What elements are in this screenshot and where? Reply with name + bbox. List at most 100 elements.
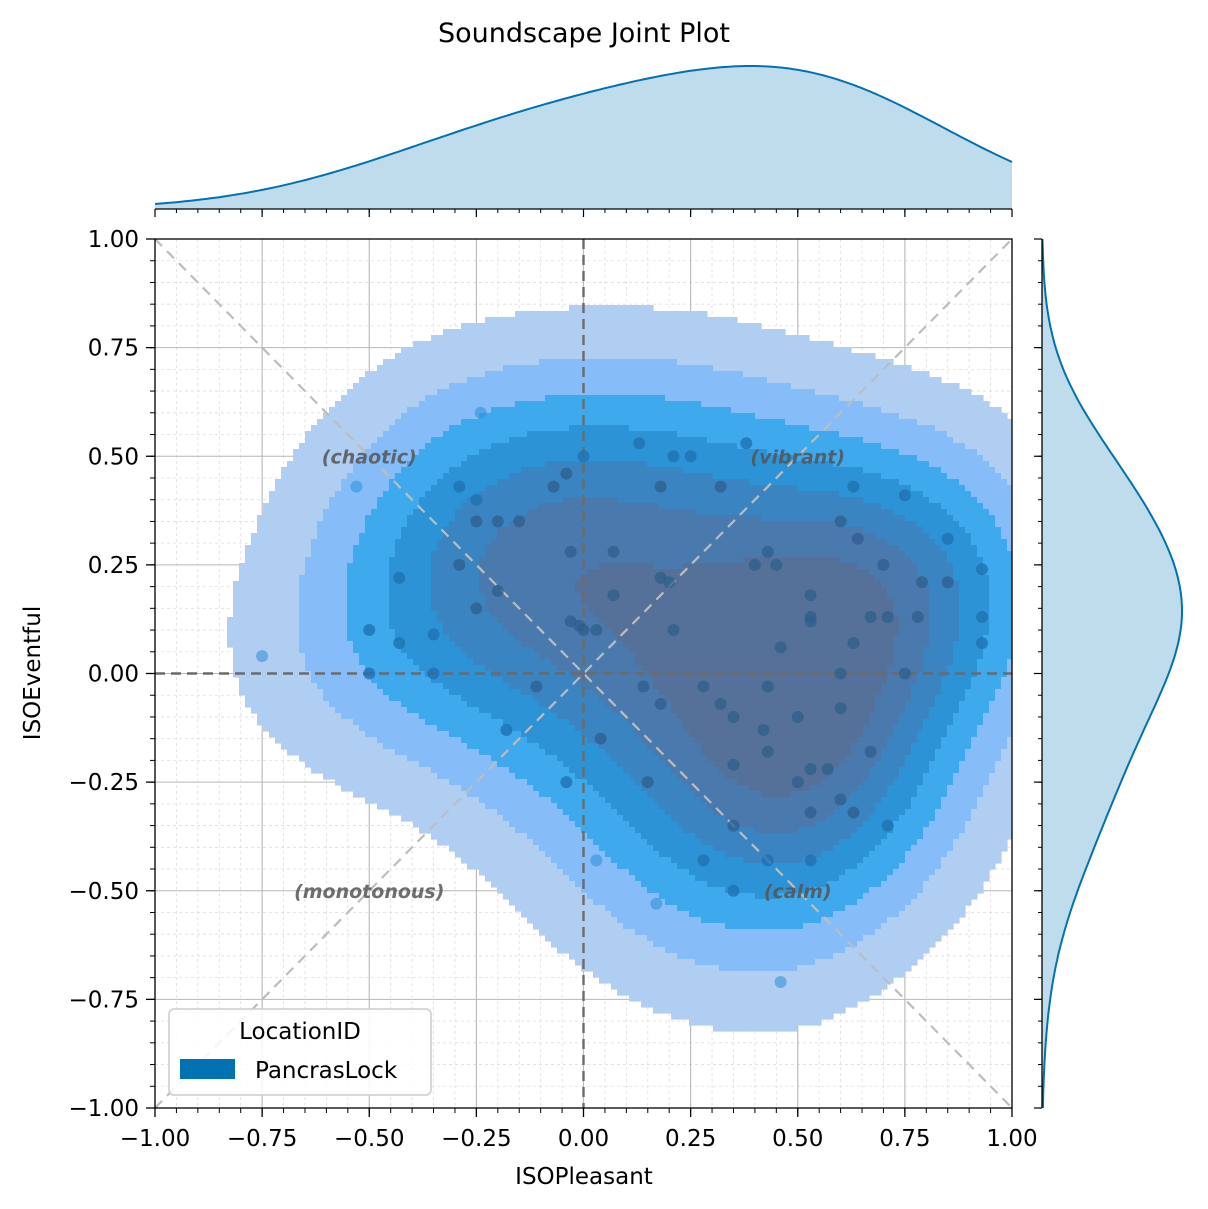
kde-level-cell (275, 713, 282, 720)
kde-level-cell (353, 743, 360, 750)
kde-level-cell (491, 815, 498, 822)
kde-level-cell (281, 617, 288, 624)
kde-level-cell (461, 449, 468, 456)
kde-level-cell (245, 563, 252, 570)
kde-level-cell (581, 587, 588, 594)
kde-level-cell (491, 779, 498, 786)
kde-level-cell (341, 443, 348, 450)
kde-level-cell (485, 611, 492, 618)
kde-level-cell (497, 533, 504, 540)
kde-level-cell (371, 635, 378, 642)
kde-level-cell (401, 377, 408, 384)
kde-level-cell (395, 617, 402, 624)
kde-level-cell (563, 677, 570, 684)
kde-level-cell (443, 533, 450, 540)
kde-level-cell (473, 701, 480, 708)
kde-level-cell (419, 557, 426, 564)
kde-level-cell (599, 677, 606, 684)
kde-level-cell (569, 353, 576, 360)
kde-level-cell (587, 575, 594, 582)
kde-level-cell (263, 551, 270, 558)
kde-level-cell (305, 593, 312, 600)
kde-level-cell (431, 425, 438, 432)
kde-level-cell (377, 797, 384, 804)
kde-level-cell (317, 707, 324, 714)
kde-level-cell (569, 917, 576, 924)
kde-level-cell (533, 395, 540, 402)
kde-level-cell (557, 527, 564, 534)
kde-level-cell (557, 521, 564, 528)
kde-level-cell (443, 371, 450, 378)
kde-level-cell (305, 635, 312, 642)
kde-level-cell (599, 473, 606, 480)
kde-level-cell (389, 779, 396, 786)
kde-level-cell (539, 449, 546, 456)
kde-level-cell (485, 641, 492, 648)
kde-level-cell (293, 671, 300, 678)
kde-level-cell (545, 623, 552, 630)
kde-level-cell (563, 863, 570, 870)
kde-level-cell (569, 863, 576, 870)
kde-level-cell (545, 629, 552, 636)
kde-level-cell (293, 677, 300, 684)
kde-level-cell (455, 767, 462, 774)
kde-level-cell (347, 623, 354, 630)
kde-level-cell (497, 719, 504, 726)
kde-level-cell (305, 581, 312, 588)
kde-level-cell (413, 431, 420, 438)
kde-level-cell (521, 353, 528, 360)
kde-level-cell (461, 503, 468, 510)
kde-level-cell (569, 767, 576, 774)
kde-level-cell (407, 497, 414, 504)
kde-level-cell (575, 929, 582, 936)
kde-level-cell (521, 629, 528, 636)
kde-level-cell (467, 419, 474, 426)
kde-level-cell (563, 929, 570, 936)
kde-level-cell (515, 485, 522, 492)
kde-level-cell (353, 749, 360, 756)
kde-level-cell (323, 773, 330, 780)
kde-level-cell (485, 767, 492, 774)
kde-level-cell (527, 347, 534, 354)
kde-level-cell (383, 497, 390, 504)
kde-level-cell (407, 539, 414, 546)
kde-level-cell (257, 683, 264, 690)
kde-level-cell (359, 521, 366, 528)
kde-level-cell (527, 401, 534, 408)
kde-level-cell (383, 641, 390, 648)
kde-level-cell (377, 755, 384, 762)
kde-level-cell (359, 563, 366, 570)
kde-level-cell (569, 713, 576, 720)
kde-level-cell (365, 533, 372, 540)
kde-level-cell (467, 623, 474, 630)
kde-level-cell (521, 317, 528, 324)
kde-level-cell (449, 803, 456, 810)
kde-level-cell (437, 677, 444, 684)
kde-level-cell (533, 539, 540, 546)
kde-level-cell (545, 599, 552, 606)
kde-level-cell (599, 359, 606, 366)
kde-level-cell (371, 491, 378, 498)
kde-level-cell (587, 959, 594, 966)
kde-level-cell (539, 749, 546, 756)
kde-level-cell (545, 497, 552, 504)
kde-level-cell (461, 653, 468, 660)
kde-level-cell (365, 581, 372, 588)
kde-level-cell (251, 605, 258, 612)
kde-level-cell (425, 743, 432, 750)
kde-level-cell (431, 755, 438, 762)
kde-level-cell (467, 671, 474, 678)
kde-level-cell (569, 665, 576, 672)
kde-level-cell (401, 497, 408, 504)
kde-level-cell (359, 485, 366, 492)
kde-level-cell (431, 587, 438, 594)
kde-level-cell (575, 647, 582, 654)
kde-level-cell (551, 365, 558, 372)
kde-level-cell (443, 425, 450, 432)
kde-level-cell (539, 701, 546, 708)
kde-level-cell (287, 695, 294, 702)
kde-level-cell (497, 443, 504, 450)
kde-level-cell (341, 449, 348, 456)
kde-level-cell (299, 629, 306, 636)
